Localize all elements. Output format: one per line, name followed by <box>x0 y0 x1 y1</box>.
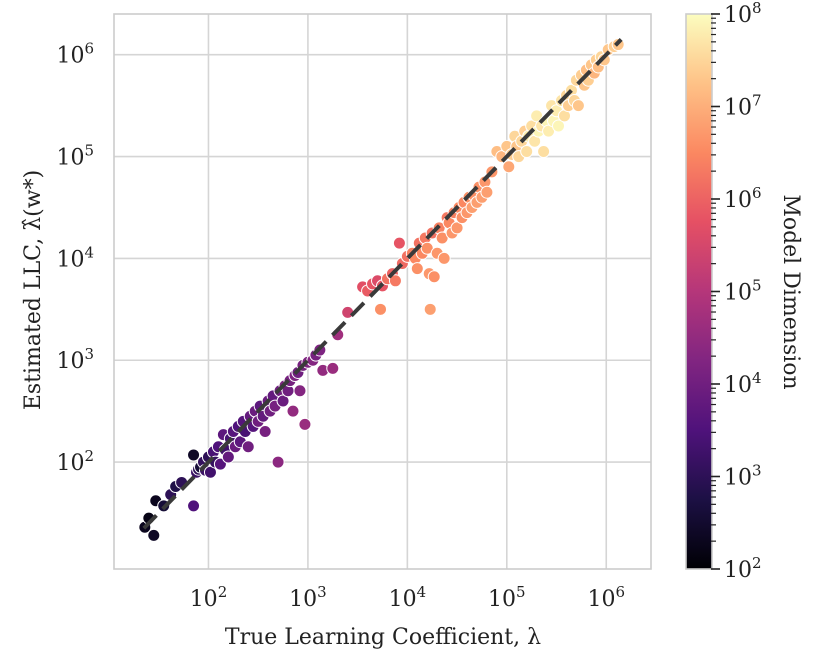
scatter-point <box>388 274 402 288</box>
y-axis-ticks: 102 103 104 105 106 <box>56 40 94 476</box>
scatter-point <box>374 302 388 316</box>
x-tick-label: 103 <box>289 583 327 612</box>
scatter-point <box>221 450 235 464</box>
y-tick-label: 106 <box>56 40 94 69</box>
scatter-point <box>326 361 340 375</box>
scatter-point <box>480 185 494 199</box>
scatter-point <box>427 270 441 284</box>
data-points <box>138 38 625 542</box>
scatter-point <box>437 251 451 265</box>
colorbar: 102 103 104 105 106 107 108 Model Dimension <box>685 0 803 583</box>
y-axis-label: Estimated LLC, λ̂(w*) <box>21 170 46 410</box>
colorbar-tick-label: 107 <box>724 92 762 121</box>
y-tick-label: 105 <box>56 142 94 171</box>
scatter-point <box>423 302 437 316</box>
y-tick-label: 103 <box>56 345 94 374</box>
scatter-point <box>187 448 201 462</box>
scatter-point <box>502 160 516 174</box>
colorbar-tick-label: 108 <box>724 0 762 28</box>
colorbar-tick-label: 102 <box>724 554 762 583</box>
scatter-point <box>271 455 285 469</box>
scatter-point <box>392 236 406 250</box>
x-tick-label: 105 <box>488 583 526 612</box>
y-tick-label: 102 <box>56 447 94 476</box>
colorbar-gradient <box>685 13 713 570</box>
y-tick-label: 104 <box>56 243 94 272</box>
colorbar-label: Model Dimension <box>778 194 803 389</box>
x-tick-label: 106 <box>587 583 625 612</box>
x-axis-label: True Learning Coefficient, λ <box>225 625 541 650</box>
colorbar-tick-label: 106 <box>724 184 762 213</box>
scatter-point <box>298 417 312 431</box>
colorbar-ticks: 102 103 104 105 106 107 108 <box>711 0 762 583</box>
x-axis-ticks: 102 103 104 105 106 <box>190 583 625 612</box>
x-tick-label: 102 <box>190 583 228 612</box>
colorbar-tick-label: 105 <box>724 277 762 306</box>
plot-frame <box>113 13 652 570</box>
scatter-point <box>286 404 300 418</box>
scatter-point <box>410 262 424 276</box>
colorbar-tick-label: 103 <box>724 462 762 491</box>
x-tick-label: 104 <box>389 583 427 612</box>
scatter-point <box>241 440 255 454</box>
reference-line <box>142 38 623 530</box>
scatter-point <box>537 144 551 158</box>
colorbar-tick-label: 104 <box>724 369 762 398</box>
grid-lines <box>114 14 651 569</box>
scatter-point <box>571 99 585 113</box>
scatter-point <box>258 425 272 439</box>
scatter-point <box>293 384 307 398</box>
scatter-point <box>552 119 566 133</box>
scatter-point <box>187 499 201 513</box>
scatter-point <box>520 144 534 158</box>
scatter-point <box>147 528 161 542</box>
